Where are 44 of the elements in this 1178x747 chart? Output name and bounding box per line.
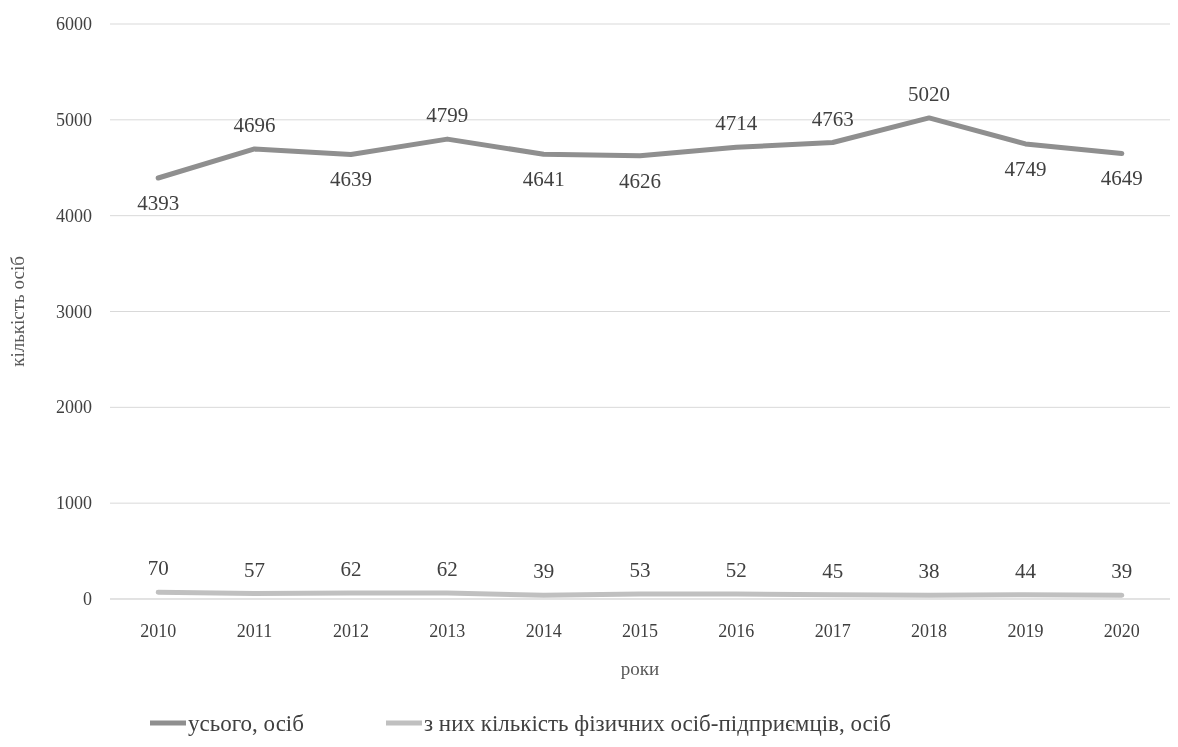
data-label: 62: [436, 557, 458, 582]
y-tick-label: 1000: [56, 493, 92, 514]
data-label: 4696: [233, 112, 276, 137]
x-tick-label: 2012: [332, 621, 369, 641]
data-label: 4799: [426, 103, 469, 128]
data-label: 52: [725, 558, 747, 583]
x-axis-title: роки: [620, 658, 660, 679]
x-tick-label: 2010: [140, 621, 177, 641]
y-tick-label: 6000: [56, 14, 92, 34]
y-tick-label: 4000: [56, 205, 92, 226]
data-label: 70: [147, 556, 169, 581]
data-label: 39: [1111, 559, 1133, 584]
data-label: 62: [340, 557, 362, 582]
data-label: 4626: [619, 168, 661, 193]
data-label: 4393: [137, 191, 180, 215]
x-tick-label: 2018: [911, 621, 948, 641]
data-label: 44: [1014, 558, 1037, 583]
y-tick-label: 2000: [56, 397, 92, 418]
x-tick-label: 2019: [1007, 621, 1044, 641]
y-axis-title: кількість осіб: [7, 256, 28, 367]
x-tick-label: 2016: [718, 621, 755, 641]
data-label: 4763: [811, 106, 854, 131]
data-label: 57: [244, 557, 266, 582]
x-tick-label: 2017: [814, 621, 851, 641]
x-tick-label: 2013: [429, 621, 466, 641]
y-tick-label: 5000: [56, 109, 92, 130]
data-label: 45: [822, 558, 844, 583]
data-label: 4639: [329, 167, 372, 192]
legend-label: усього, осіб: [188, 711, 304, 736]
data-label: 39: [533, 559, 555, 584]
y-tick-label: 3000: [56, 301, 92, 322]
data-label: 4649: [1100, 166, 1143, 191]
data-label: 4714: [715, 111, 758, 136]
x-tick-label: 2015: [622, 621, 658, 641]
data-label: 38: [918, 559, 940, 584]
data-label: 5020: [908, 81, 951, 106]
x-tick-label: 2020: [1103, 621, 1140, 641]
y-tick-label: 0: [83, 589, 92, 609]
legend-label: з них кількість фізичних осіб-підприємців, осіб: [424, 711, 891, 736]
data-label: 4641: [522, 167, 565, 192]
data-label: 53: [629, 557, 651, 582]
x-tick-label: 2014: [525, 621, 562, 641]
data-label: 4749: [1004, 156, 1047, 181]
x-tick-label: 2011: [236, 621, 273, 641]
